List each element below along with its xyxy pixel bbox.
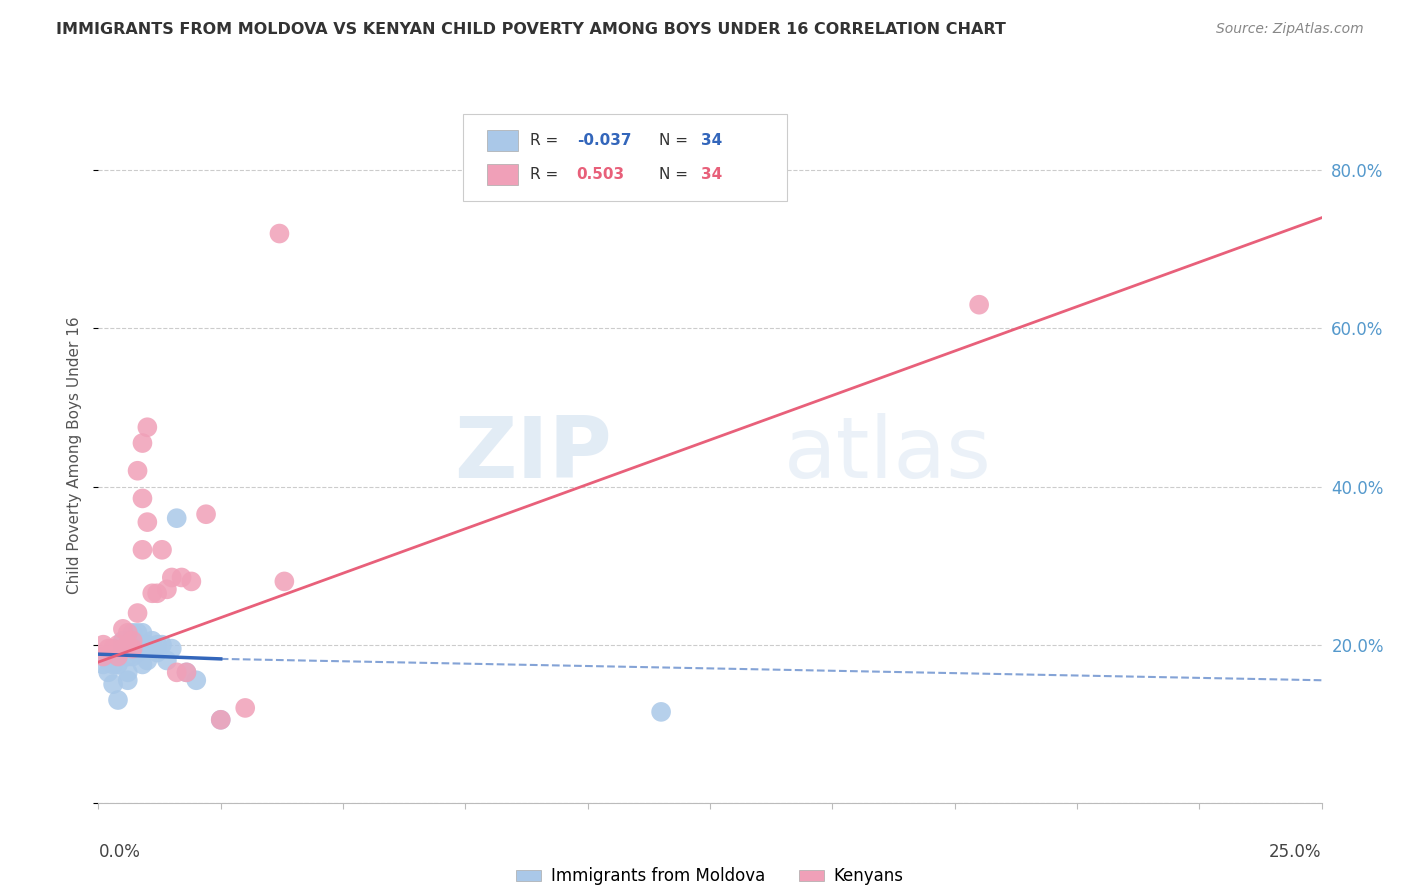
Point <box>111 633 134 648</box>
Point <box>141 633 163 648</box>
Point <box>209 713 232 727</box>
Point <box>107 693 129 707</box>
Point <box>121 649 143 664</box>
Point <box>91 638 114 652</box>
Text: -0.037: -0.037 <box>576 133 631 148</box>
Text: R =: R = <box>530 167 568 182</box>
Point <box>107 649 129 664</box>
Point <box>150 638 173 652</box>
Point <box>97 653 120 667</box>
Point <box>131 641 153 656</box>
Text: IMMIGRANTS FROM MOLDOVA VS KENYAN CHILD POVERTY AMONG BOYS UNDER 16 CORRELATION : IMMIGRANTS FROM MOLDOVA VS KENYAN CHILD … <box>56 22 1007 37</box>
Point <box>107 657 129 672</box>
Point <box>141 641 163 656</box>
Point <box>186 673 208 688</box>
Point <box>233 701 256 715</box>
Point <box>131 625 153 640</box>
Point <box>131 542 153 557</box>
Text: N =: N = <box>658 133 693 148</box>
Text: 0.0%: 0.0% <box>98 843 141 861</box>
FancyBboxPatch shape <box>488 130 517 151</box>
Point <box>117 638 139 652</box>
Point <box>107 638 129 652</box>
Point <box>166 665 188 680</box>
Point <box>136 638 159 652</box>
Point <box>269 227 291 241</box>
Legend: Immigrants from Moldova, Kenyans: Immigrants from Moldova, Kenyans <box>509 861 911 892</box>
Point <box>117 649 139 664</box>
Point <box>127 464 149 478</box>
Point <box>101 657 124 672</box>
Text: atlas: atlas <box>783 413 991 497</box>
Y-axis label: Child Poverty Among Boys Under 16: Child Poverty Among Boys Under 16 <box>67 316 83 594</box>
Point <box>121 625 143 640</box>
Text: 25.0%: 25.0% <box>1270 843 1322 861</box>
Point <box>209 713 232 727</box>
Text: R =: R = <box>530 133 564 148</box>
Point <box>117 625 139 640</box>
Point <box>97 665 120 680</box>
Point <box>150 542 173 557</box>
Point <box>160 641 183 656</box>
Point <box>136 653 159 667</box>
Point <box>131 491 153 506</box>
Text: ZIP: ZIP <box>454 413 612 497</box>
Point <box>650 705 672 719</box>
Point <box>111 622 134 636</box>
Point <box>170 570 193 584</box>
Point <box>166 511 188 525</box>
Point <box>176 665 198 680</box>
Point <box>127 646 149 660</box>
Point <box>91 649 114 664</box>
Point <box>156 653 179 667</box>
Point <box>111 641 134 656</box>
Point <box>156 582 179 597</box>
Point <box>180 574 202 589</box>
Point <box>121 633 143 648</box>
Text: 0.503: 0.503 <box>576 167 624 182</box>
Point <box>146 586 169 600</box>
Text: N =: N = <box>658 167 693 182</box>
FancyBboxPatch shape <box>488 164 517 185</box>
Point <box>97 641 120 656</box>
Point <box>117 665 139 680</box>
Point <box>131 436 153 450</box>
Point <box>141 586 163 600</box>
Point <box>101 641 124 656</box>
Text: 34: 34 <box>702 133 723 148</box>
Point <box>146 638 169 652</box>
Point <box>136 515 159 529</box>
Text: Source: ZipAtlas.com: Source: ZipAtlas.com <box>1216 22 1364 37</box>
Point <box>101 677 124 691</box>
Point <box>136 420 159 434</box>
Point <box>273 574 295 589</box>
Point <box>967 298 990 312</box>
Point <box>195 507 218 521</box>
Text: 34: 34 <box>702 167 723 182</box>
Point <box>121 638 143 652</box>
Point <box>146 646 169 660</box>
Point <box>117 673 139 688</box>
Point <box>91 657 114 672</box>
Point <box>127 625 149 640</box>
Point <box>160 570 183 584</box>
Point <box>131 657 153 672</box>
Point <box>176 665 198 680</box>
Point <box>127 606 149 620</box>
Point <box>121 641 143 656</box>
Point <box>111 641 134 656</box>
FancyBboxPatch shape <box>463 114 787 201</box>
